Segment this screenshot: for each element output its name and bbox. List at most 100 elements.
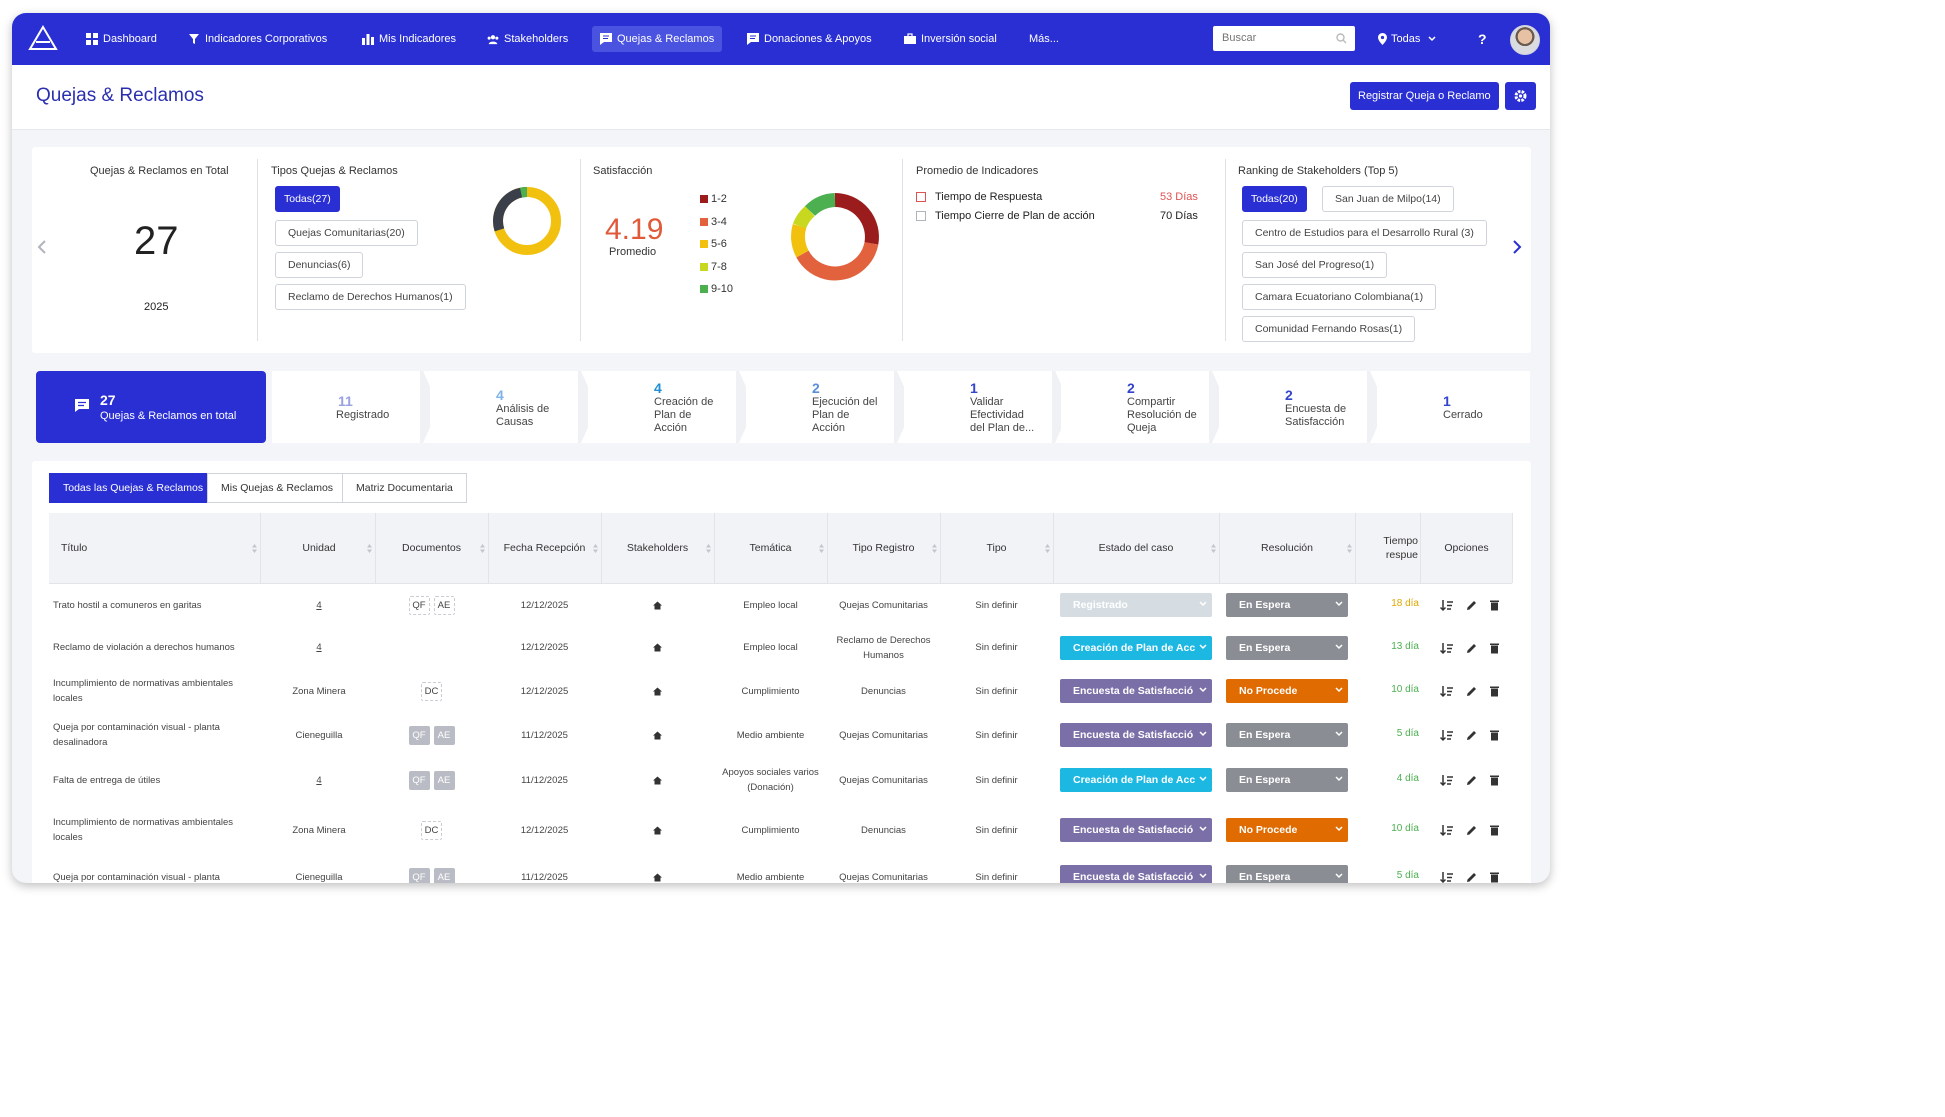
case-status-select[interactable]: Creación de Plan de Acc xyxy=(1060,768,1212,792)
pipeline-total[interactable]: 27 Quejas & Reclamos en total xyxy=(36,371,266,443)
edit-pencil-icon[interactable] xyxy=(1465,599,1478,612)
help-button[interactable]: ? xyxy=(1478,31,1487,47)
pipeline-step[interactable]: 4 Análisis de Causas xyxy=(430,371,598,443)
sort-lines-icon[interactable] xyxy=(1440,824,1453,837)
document-badge[interactable]: DC xyxy=(421,820,442,840)
sort-icon[interactable] xyxy=(1211,544,1216,553)
tab-all-complaints[interactable]: Todas las Quejas & Reclamos xyxy=(49,473,218,503)
home-icon[interactable] xyxy=(653,826,662,835)
ranking-chip[interactable]: Todas(20) xyxy=(1242,186,1307,212)
trash-icon[interactable] xyxy=(1488,774,1501,787)
column-header[interactable]: Unidad xyxy=(263,513,376,583)
ranking-chip[interactable]: San José del Progreso(1) xyxy=(1242,252,1388,278)
case-status-select[interactable]: Encuesta de Satisfacció xyxy=(1060,679,1212,703)
nav-item-dashboard[interactable]: Dashboard xyxy=(78,26,165,52)
sort-icon[interactable] xyxy=(252,544,257,553)
type-chip-community[interactable]: Quejas Comunitarias(20) xyxy=(275,220,418,246)
chevron-right-icon[interactable] xyxy=(1510,239,1524,255)
row-unit[interactable]: 4 xyxy=(267,626,371,669)
case-status-select[interactable]: Encuesta de Satisfacció xyxy=(1060,818,1212,842)
sort-lines-icon[interactable] xyxy=(1440,685,1453,698)
ranking-chip[interactable]: San Juan de Milpo(14) xyxy=(1322,186,1454,212)
nav-item-mis-indicadores[interactable]: Mis Indicadores xyxy=(354,26,464,52)
resolution-select[interactable]: En Espera xyxy=(1226,723,1348,747)
pipeline-step[interactable]: 2 Compartir Resolución de Queja xyxy=(1061,371,1229,443)
document-badge[interactable]: AE xyxy=(433,595,455,615)
table-row[interactable]: Incumplimiento de normativas ambientales… xyxy=(49,669,1512,714)
column-header[interactable]: Tiempo respue xyxy=(1355,513,1421,583)
ranking-chip[interactable]: Comunidad Fernando Rosas(1) xyxy=(1242,316,1416,342)
nav-item-stakeholders[interactable]: Stakeholders xyxy=(479,26,576,52)
home-icon[interactable] xyxy=(653,643,662,652)
nav-item-más[interactable]: Más... xyxy=(1021,26,1067,52)
resolution-select[interactable]: En Espera xyxy=(1226,768,1348,792)
trash-icon[interactable] xyxy=(1488,599,1501,612)
column-header[interactable]: Opciones xyxy=(1421,513,1513,583)
document-badge[interactable]: AE xyxy=(433,867,455,883)
search-icon[interactable] xyxy=(1336,33,1347,44)
edit-pencil-icon[interactable] xyxy=(1465,729,1478,742)
sort-lines-icon[interactable] xyxy=(1440,599,1453,612)
resolution-select[interactable]: No Procede xyxy=(1226,679,1348,703)
pipeline-step[interactable]: 11 Registrado xyxy=(272,371,440,443)
column-header[interactable]: Tipo xyxy=(940,513,1054,583)
case-status-select[interactable]: Encuesta de Satisfacció xyxy=(1060,865,1212,883)
sort-icon[interactable] xyxy=(1347,544,1352,553)
location-selector[interactable]: Todas xyxy=(1378,26,1438,52)
edit-pencil-icon[interactable] xyxy=(1465,685,1478,698)
edit-pencil-icon[interactable] xyxy=(1465,642,1478,655)
sort-lines-icon[interactable] xyxy=(1440,729,1453,742)
column-header[interactable]: Documentos xyxy=(375,513,489,583)
resolution-select[interactable]: En Espera xyxy=(1226,593,1348,617)
column-header[interactable]: Stakeholders xyxy=(601,513,715,583)
search-box[interactable] xyxy=(1213,26,1355,51)
sort-icon[interactable] xyxy=(706,544,711,553)
table-row[interactable]: Reclamo de violación a derechos humanos 4… xyxy=(49,626,1512,670)
sort-icon[interactable] xyxy=(819,544,824,553)
document-badge[interactable]: AE xyxy=(433,725,455,745)
table-row[interactable]: Queja por contaminación visual - planta … xyxy=(49,713,1512,758)
trash-icon[interactable] xyxy=(1488,685,1501,698)
resolution-select[interactable]: No Procede xyxy=(1226,818,1348,842)
type-chip-human-rights[interactable]: Reclamo de Derechos Humanos(1) xyxy=(275,284,466,310)
column-header[interactable]: Estado del caso xyxy=(1053,513,1220,583)
home-icon[interactable] xyxy=(653,873,662,882)
column-header[interactable]: Fecha Recepción xyxy=(488,513,602,583)
type-chip-all[interactable]: Todas(27) xyxy=(275,186,340,212)
edit-pencil-icon[interactable] xyxy=(1465,871,1478,883)
sort-lines-icon[interactable] xyxy=(1440,642,1453,655)
table-row[interactable]: Queja por contaminación visual - planta C… xyxy=(49,857,1512,883)
tab-my-complaints[interactable]: Mis Quejas & Reclamos xyxy=(207,473,348,503)
home-icon[interactable] xyxy=(653,731,662,740)
pipeline-step[interactable]: 2 Ejecución del Plan de Acción xyxy=(746,371,914,443)
column-header[interactable]: Temática xyxy=(714,513,828,583)
pipeline-step[interactable]: 4 Creación de Plan de Acción xyxy=(588,371,756,443)
user-avatar[interactable] xyxy=(1510,25,1540,55)
ranking-chip[interactable]: Camara Ecuatoriano Colombiana(1) xyxy=(1242,284,1437,310)
trash-icon[interactable] xyxy=(1488,729,1501,742)
nav-item-indicadores-corporativos[interactable]: Indicadores Corporativos xyxy=(180,26,335,52)
trash-icon[interactable] xyxy=(1488,642,1501,655)
column-header[interactable]: Título xyxy=(49,513,261,583)
table-row[interactable]: Trato hostil a comuneros en garitas 4 QF AE… xyxy=(49,584,1512,627)
sort-icon[interactable] xyxy=(480,544,485,553)
home-icon[interactable] xyxy=(653,601,662,610)
sort-icon[interactable] xyxy=(932,544,937,553)
trash-icon[interactable] xyxy=(1488,871,1501,883)
resolution-select[interactable]: En Espera xyxy=(1226,636,1348,660)
type-chip-denuncias[interactable]: Denuncias(6) xyxy=(275,252,364,278)
sort-icon[interactable] xyxy=(367,544,372,553)
trash-icon[interactable] xyxy=(1488,824,1501,837)
resolution-select[interactable]: En Espera xyxy=(1226,865,1348,883)
document-badge[interactable]: QF xyxy=(408,595,430,615)
column-header[interactable]: Resolución xyxy=(1219,513,1356,583)
row-unit[interactable]: 4 xyxy=(267,757,371,803)
tab-document-matrix[interactable]: Matriz Documentaria xyxy=(342,473,467,503)
pipeline-step[interactable]: 2 Encuesta de Satisfacción xyxy=(1219,371,1387,443)
nav-item-donaciones-apoyos[interactable]: Donaciones & Apoyos xyxy=(739,26,880,52)
settings-button[interactable] xyxy=(1505,82,1536,110)
document-badge[interactable]: DC xyxy=(421,681,442,701)
edit-pencil-icon[interactable] xyxy=(1465,774,1478,787)
table-row[interactable]: Incumplimiento de normativas ambientales… xyxy=(49,803,1512,858)
sort-lines-icon[interactable] xyxy=(1440,871,1453,883)
